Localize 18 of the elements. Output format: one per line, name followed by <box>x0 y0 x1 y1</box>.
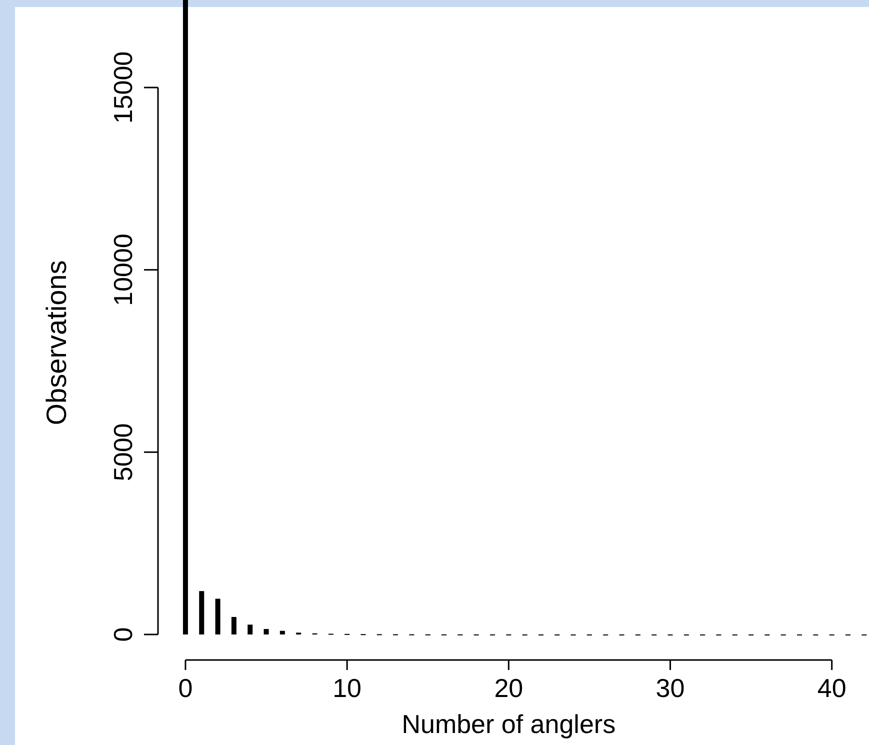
bar <box>199 591 204 634</box>
y-tick-label: 0 <box>108 627 138 642</box>
bar <box>182 0 188 634</box>
bar <box>248 624 253 634</box>
x-axis-title: Number of anglers <box>402 709 616 739</box>
y-tick-label: 15000 <box>108 51 138 124</box>
y-tick-label: 5000 <box>108 423 138 482</box>
bar <box>231 616 236 634</box>
x-tick-label: 20 <box>494 673 524 703</box>
bar <box>264 629 269 634</box>
x-tick-label: 10 <box>332 673 362 703</box>
bar <box>280 630 285 634</box>
bar <box>215 598 220 634</box>
x-tick-label: 40 <box>817 673 846 703</box>
x-tick-label: 30 <box>656 673 685 703</box>
y-tick-label: 10000 <box>108 234 138 306</box>
x-tick-label: 0 <box>178 673 193 703</box>
y-axis-title: Observations <box>41 260 72 426</box>
